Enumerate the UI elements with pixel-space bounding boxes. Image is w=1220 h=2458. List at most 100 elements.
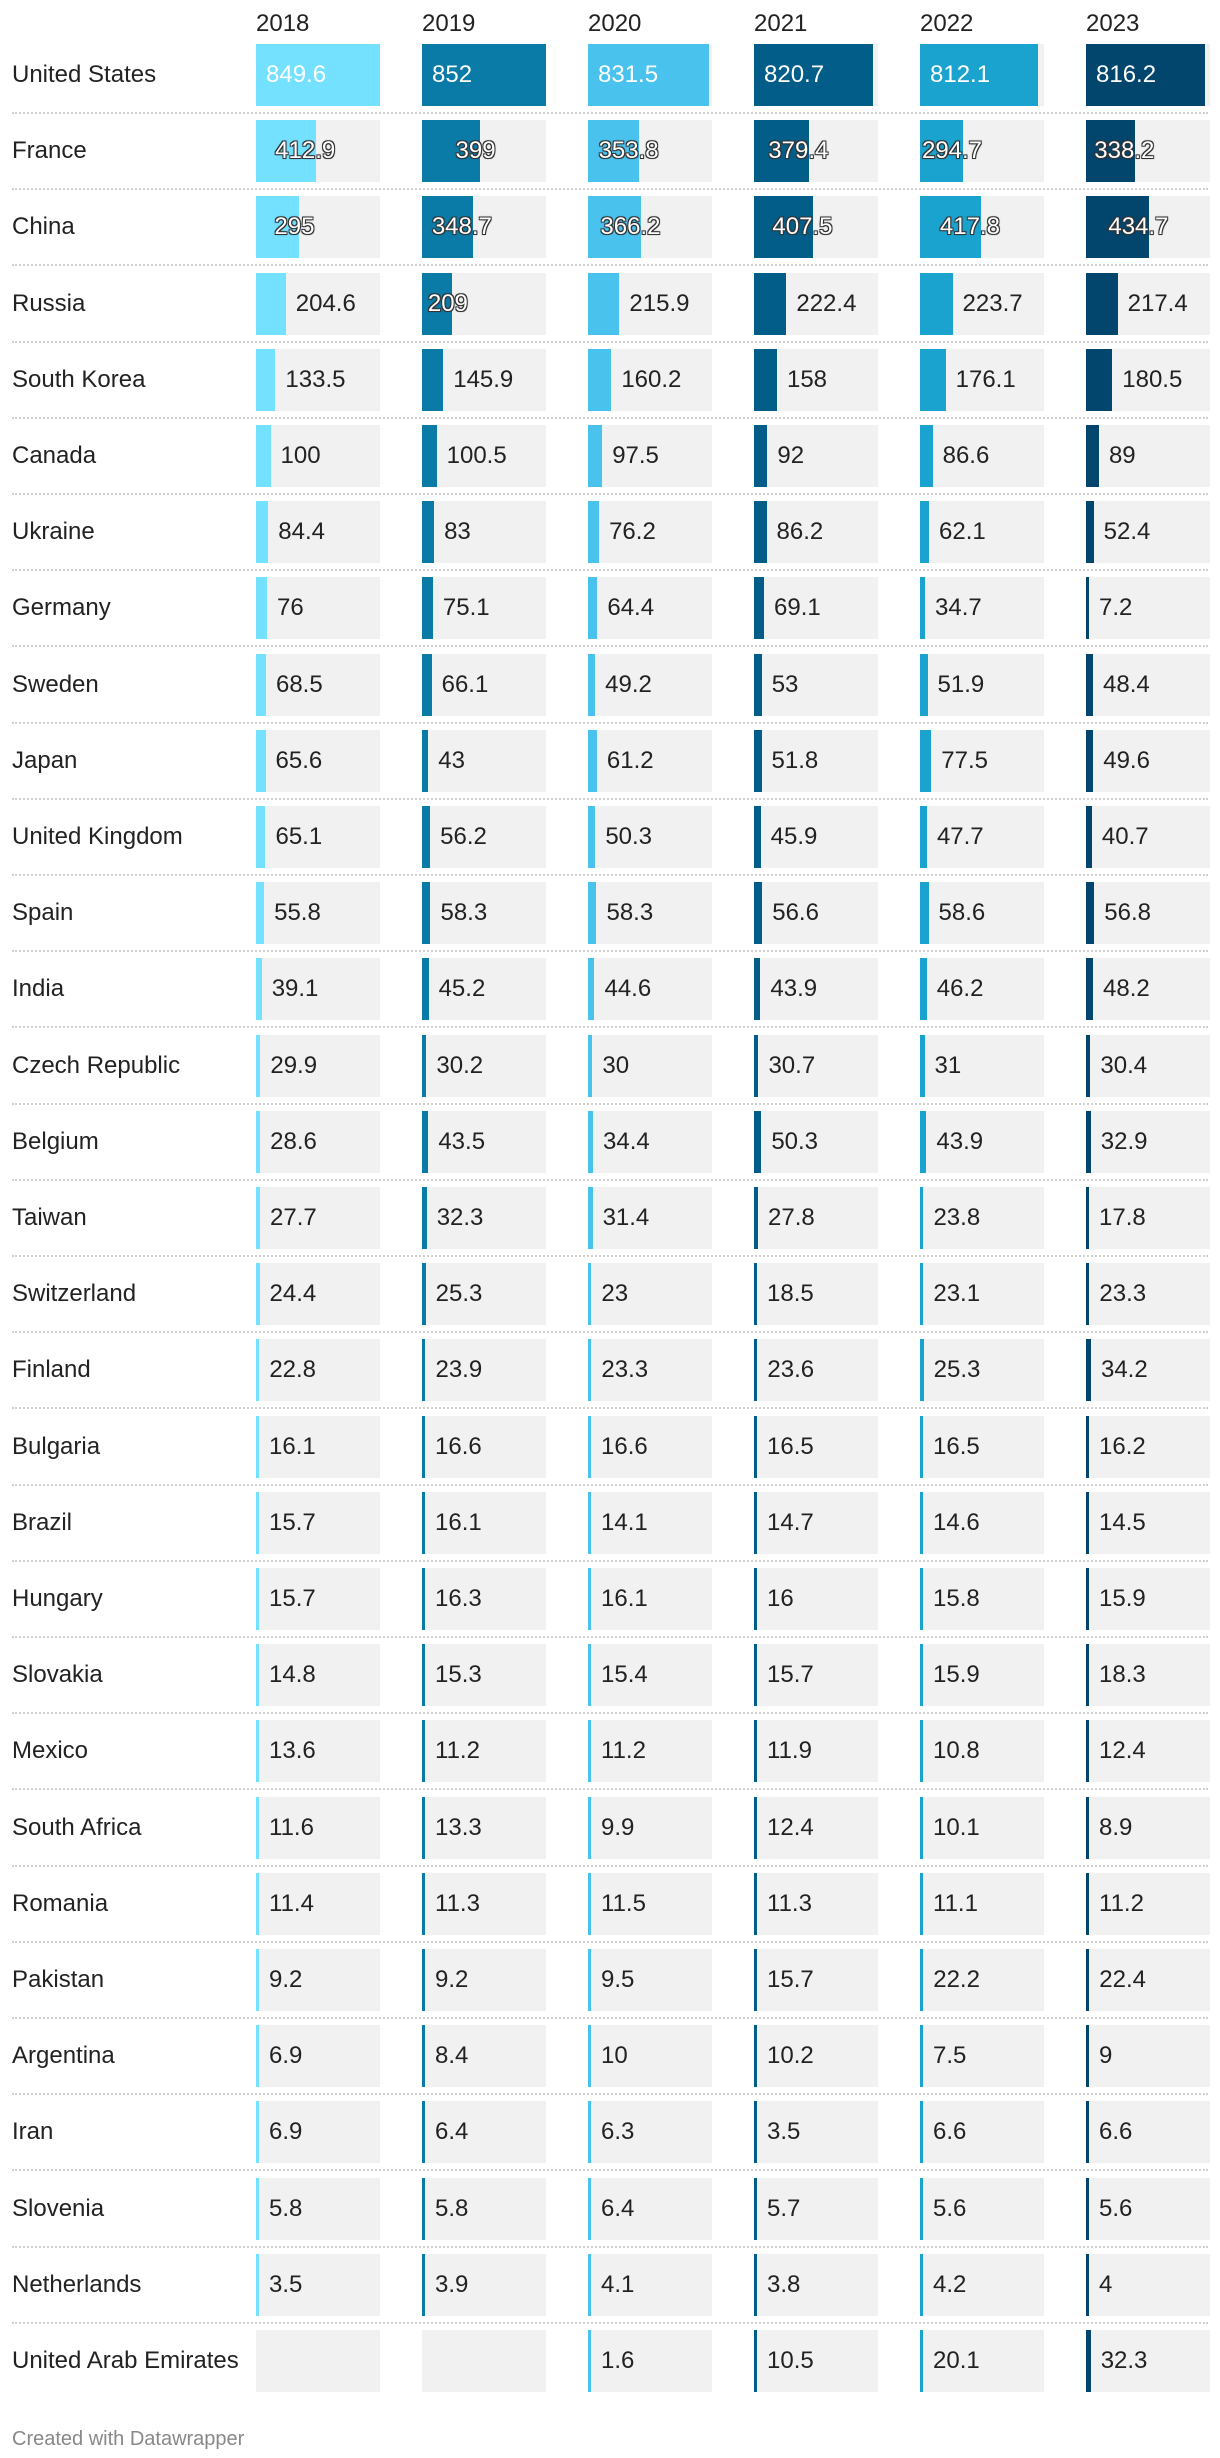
value-bar [920, 2025, 923, 2088]
value-label: 13.3 [435, 1813, 482, 1841]
row-divider [12, 340, 1208, 343]
value-bar [256, 729, 266, 792]
value-label: 92 [777, 442, 805, 469]
value-label: 6.3 [601, 2118, 635, 2146]
value-label: 43 [438, 746, 465, 774]
value-cell: 58.3 [422, 882, 546, 945]
value-label: 66.1 [441, 670, 489, 698]
value-cell [422, 2330, 546, 2392]
table-row: Netherlands 3.5 3.9 4.1 3.8 4.2 4 [0, 2253, 1220, 2330]
value-bar [1086, 729, 1094, 792]
table-row: China 295 348.7 366.2 407.5 417.8 434.7 [0, 196, 1220, 272]
value-label: 23.9 [435, 1356, 483, 1384]
value-bar [256, 2025, 259, 2088]
value-bar [256, 1491, 259, 1554]
value-cell: 84.4 [256, 501, 380, 564]
row-divider [12, 1178, 1208, 1181]
value-cell: 215.9 [588, 272, 712, 335]
country-label: Slovakia [12, 1661, 103, 1689]
value-cell: 204.6 [256, 272, 380, 335]
value-cell: 5.6 [920, 2177, 1044, 2240]
value-bar [754, 44, 874, 106]
value-label: 61.2 [606, 746, 654, 774]
value-cell: 16.6 [588, 1415, 712, 1478]
country-label: Czech Republic [12, 1051, 181, 1079]
value-cell: 3.9 [422, 2253, 546, 2316]
value-label: 86.6 [942, 442, 990, 469]
value-cell: 11.1 [920, 1872, 1044, 1935]
value-label: 22.8 [269, 1356, 317, 1384]
value-bar [256, 1034, 261, 1097]
value-cell: 5.8 [422, 2177, 546, 2240]
value-bar [588, 2177, 591, 2240]
value-cell: 62.1 [920, 501, 1044, 564]
value-bar [754, 1110, 762, 1173]
value-label: 20.1 [933, 2347, 980, 2374]
value-cell: 23.8 [920, 1187, 1044, 1249]
value-cell: 180.5 [1086, 348, 1210, 411]
value-label: 15.7 [767, 1661, 814, 1689]
value-bar [1086, 2177, 1089, 2240]
value-cell: 65.1 [256, 806, 380, 868]
row-divider [12, 721, 1208, 724]
country-label: Pakistan [12, 1966, 105, 1993]
value-cell: 11.3 [422, 1872, 546, 1935]
value-bar [920, 577, 926, 640]
row-divider [12, 797, 1208, 800]
value-cell: 294.7 [920, 120, 1044, 183]
value-bar [1086, 958, 1093, 1021]
value-bar [1086, 2253, 1089, 2316]
value-label: 5.6 [933, 2194, 967, 2222]
value-label: 16.1 [269, 1432, 316, 1460]
value-bar [920, 1187, 924, 1249]
value-bar [588, 425, 603, 487]
value-cell: 1.6 [588, 2330, 712, 2392]
value-bar [588, 1034, 593, 1097]
value-label: 15.7 [269, 1585, 316, 1612]
value-cell: 3.5 [754, 2101, 878, 2164]
table-row: Romania 11.4 11.3 11.5 11.3 11.1 11.2 [0, 1872, 1220, 1949]
value-cell: 223.7 [920, 272, 1044, 335]
value-cell: 15.7 [256, 1568, 380, 1630]
value-cell: 56.6 [754, 882, 878, 945]
value-bar [256, 120, 317, 183]
value-bar [1086, 1034, 1091, 1097]
value-cell: 7.2 [1086, 577, 1210, 640]
value-bar [588, 1491, 591, 1554]
value-cell: 176.1 [920, 348, 1044, 411]
value-bar [1086, 1644, 1089, 1707]
value-cell: 3.8 [754, 2253, 878, 2316]
value-cell: 4 [1086, 2253, 1210, 2316]
row-divider [12, 1255, 1208, 1257]
value-cell: 27.7 [256, 1187, 380, 1249]
value-label: 15.4 [601, 1661, 648, 1689]
value-bar [754, 2253, 757, 2316]
value-bar [588, 44, 710, 106]
value-cell: 69.1 [754, 577, 878, 640]
value-bar [754, 1720, 757, 1783]
row-divider [12, 1483, 1208, 1486]
value-cell: 158 [754, 348, 878, 411]
value-bar [256, 1415, 259, 1478]
value-cell: 100 [256, 425, 380, 487]
value-cell: 366.2 [588, 196, 712, 259]
row-divider [12, 1102, 1208, 1105]
value-cell: 23.9 [422, 1339, 546, 1402]
table-row: Japan 65.6 43 61.2 51.8 77.5 49.6 [0, 729, 1220, 806]
value-bar [754, 2177, 757, 2240]
value-label: 13.6 [269, 1737, 316, 1765]
value-label: 29.9 [270, 1051, 318, 1079]
value-label: 43.9 [936, 1127, 984, 1155]
value-cell: 6.9 [256, 2025, 380, 2088]
value-bar [754, 1949, 757, 2011]
value-label: 16.1 [435, 1508, 482, 1536]
value-cell: 29.9 [256, 1034, 380, 1097]
value-label: 11.2 [1099, 1889, 1144, 1917]
value-bar [256, 958, 262, 1021]
value-label: 15.3 [435, 1661, 482, 1689]
value-cell: 58.6 [920, 882, 1044, 945]
value-cell: 45.9 [754, 806, 878, 868]
value-label: 28.6 [270, 1127, 317, 1155]
value-label: 34.2 [1100, 1356, 1148, 1384]
country-label: South Korea [12, 365, 146, 393]
